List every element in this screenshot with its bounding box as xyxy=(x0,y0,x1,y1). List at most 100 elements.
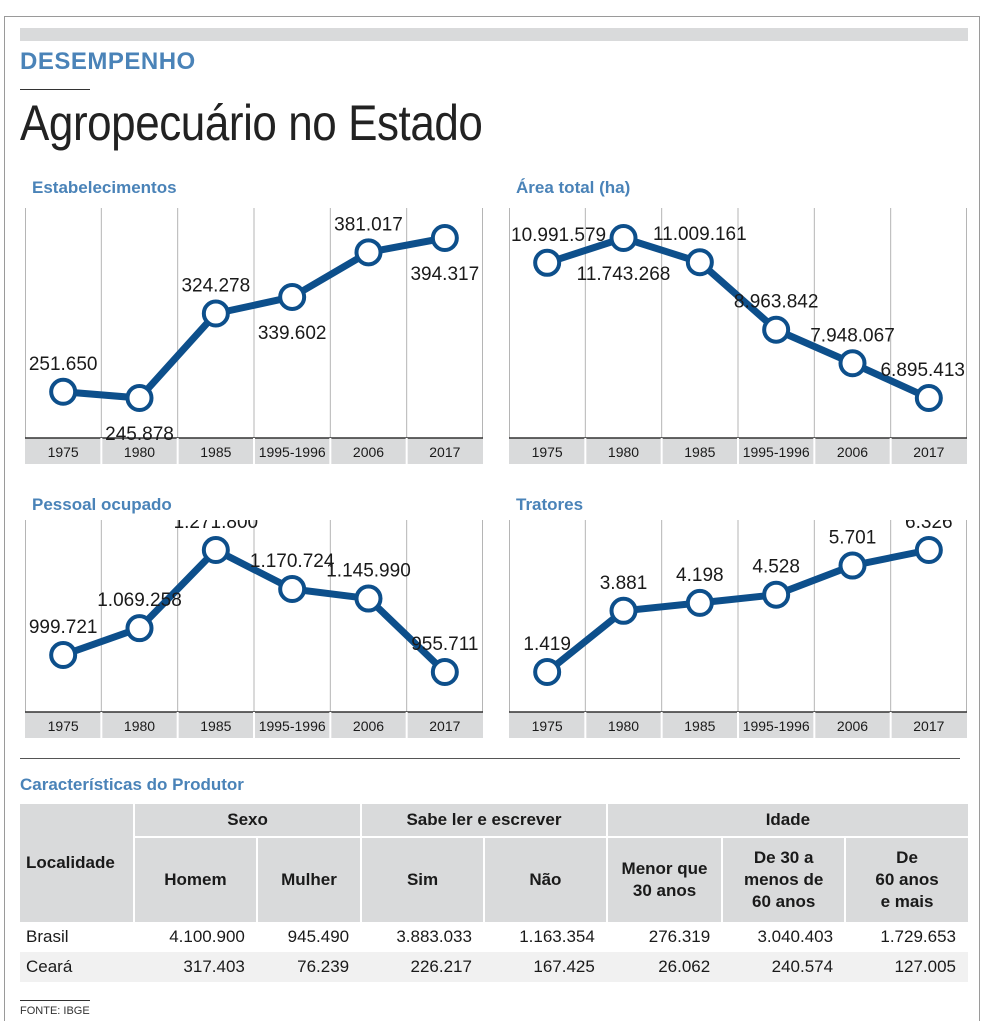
table-cell: 276.319 xyxy=(606,922,723,952)
data-point xyxy=(914,536,943,564)
data-point xyxy=(838,551,867,580)
data-label: 1.145.990 xyxy=(326,561,411,582)
page-title: Agropecuário no Estado xyxy=(20,95,483,151)
column-header-line: Não xyxy=(529,870,562,889)
data-label: 1.170.724 xyxy=(250,551,335,572)
x-tick-label: 2017 xyxy=(913,444,944,460)
data-label: 11.743.268 xyxy=(577,264,671,285)
data-label: 339.602 xyxy=(258,323,327,344)
data-label: 394.317 xyxy=(410,264,479,285)
x-tick-label: 1975 xyxy=(532,718,563,734)
chart-title: Pessoal ocupado xyxy=(32,495,172,514)
table-cell: 167.425 xyxy=(483,952,607,982)
data-label: 11.009.161 xyxy=(653,224,747,245)
column-header-line: De xyxy=(896,848,918,867)
x-tick-label: 1975 xyxy=(48,444,79,460)
x-tick-label: 1975 xyxy=(48,718,79,734)
x-tick-label: 1980 xyxy=(124,718,155,734)
data-label: 955.711 xyxy=(411,634,478,655)
column-header: Sim xyxy=(360,836,484,922)
data-point xyxy=(278,282,307,311)
x-tick-label: 1980 xyxy=(608,718,639,734)
data-label: 324.278 xyxy=(181,275,250,296)
data-point xyxy=(685,588,714,617)
column-header-line: De 30 a xyxy=(753,848,814,867)
data-label: 10.991.579 xyxy=(511,225,606,246)
data-label: 999.721 xyxy=(29,617,98,638)
x-tick-label: 2006 xyxy=(353,444,384,460)
x-tick-label: 1995-1996 xyxy=(259,444,326,460)
x-tick-label: 1975 xyxy=(532,444,563,460)
x-tick-label: 1980 xyxy=(608,444,639,460)
data-point xyxy=(838,349,867,378)
x-tick-label: 2017 xyxy=(429,444,460,460)
data-point xyxy=(201,299,230,328)
source-note: FONTE: IBGE xyxy=(20,1005,90,1017)
x-tick-label: 1980 xyxy=(124,444,155,460)
group-header-sexo: Sexo xyxy=(132,804,362,837)
data-point xyxy=(685,248,714,277)
data-point xyxy=(49,641,78,670)
table-row: Brasil 4.100.900 945.490 3.883.033 1.163.354… xyxy=(20,922,968,952)
x-tick-label: 1985 xyxy=(200,444,231,460)
data-point xyxy=(762,580,791,609)
x-tick-label: 2006 xyxy=(837,718,868,734)
column-header: De 60 anos e mais xyxy=(844,836,968,922)
data-label: 4.198 xyxy=(676,565,724,586)
data-point xyxy=(278,575,307,604)
table-cell: 76.239 xyxy=(256,952,362,982)
source-rule xyxy=(20,1000,90,1001)
table-cell: 226.217 xyxy=(361,952,484,982)
table-cell: 3.883.033 xyxy=(361,922,484,952)
column-header: Homem xyxy=(133,836,257,922)
group-header-alfabetizacao: Sabe ler e escrever xyxy=(360,804,607,837)
data-label: 5.701 xyxy=(829,528,877,549)
x-tick-label: 1985 xyxy=(684,444,715,460)
localidade-header: Localidade xyxy=(20,804,134,922)
x-tick-label: 1995-1996 xyxy=(743,718,810,734)
table-title: Características do Produtor xyxy=(20,775,244,794)
section-divider xyxy=(20,758,960,759)
chart-title: Tratores xyxy=(516,495,584,514)
data-point xyxy=(354,584,383,613)
table-sub-header-row: Homem Mulher Sim Não Menor que 30 anos De 30 a… xyxy=(20,836,968,922)
data-label: 1.069.258 xyxy=(97,590,182,611)
chart-tratores: 1975 1980 1985 1995-1996 2006 2017 1.419 3.881 4… xyxy=(509,520,967,738)
data-label: 381.017 xyxy=(334,214,403,235)
row-name: Ceará xyxy=(20,952,134,982)
chart-area-total: 1975 1980 1985 1995-1996 2006 2017 10.991.579 1… xyxy=(509,208,967,464)
column-header: Não xyxy=(482,836,607,922)
data-label: 1.419 xyxy=(523,634,571,655)
x-tick-label: 1985 xyxy=(684,718,715,734)
data-label: 1.271.800 xyxy=(174,520,259,533)
column-header: De 30 a menos de 60 anos xyxy=(721,836,846,922)
table-cell: 3.040.403 xyxy=(722,922,846,952)
data-point xyxy=(430,658,459,686)
x-tick-label: 2017 xyxy=(913,718,944,734)
column-header-line: Sim xyxy=(406,870,439,889)
data-label: 8.963.842 xyxy=(734,292,819,313)
data-point xyxy=(609,596,638,625)
data-point xyxy=(533,248,562,277)
data-point xyxy=(125,384,154,412)
column-header-line: Menor que xyxy=(621,859,708,878)
column-header-line: 60 anos xyxy=(875,870,939,889)
data-point xyxy=(430,224,459,252)
chart-title: Estabelecimentos xyxy=(32,178,177,197)
top-band xyxy=(20,28,968,41)
data-label: 6.326 xyxy=(905,520,953,533)
data-label: 4.528 xyxy=(752,557,800,578)
x-tick-label: 2006 xyxy=(353,718,384,734)
graphic-frame xyxy=(4,16,980,1021)
chart-title: Área total (ha) xyxy=(516,178,631,197)
data-point xyxy=(914,384,943,412)
table-cell: 317.403 xyxy=(134,952,257,982)
table-row: Ceará 317.403 76.239 226.217 167.425 26.062 24… xyxy=(20,952,968,982)
table-cell: 945.490 xyxy=(256,922,362,952)
x-tick-label: 1995-1996 xyxy=(743,444,810,460)
data-point xyxy=(201,536,230,564)
table-cell: 4.100.900 xyxy=(134,922,257,952)
data-label: 7.948.067 xyxy=(810,325,895,346)
column-header-line: 30 anos xyxy=(632,881,697,900)
chart-pessoal-ocupado: 1975 1980 1985 1995-1996 2006 2017 999.721 1.06… xyxy=(25,520,483,738)
